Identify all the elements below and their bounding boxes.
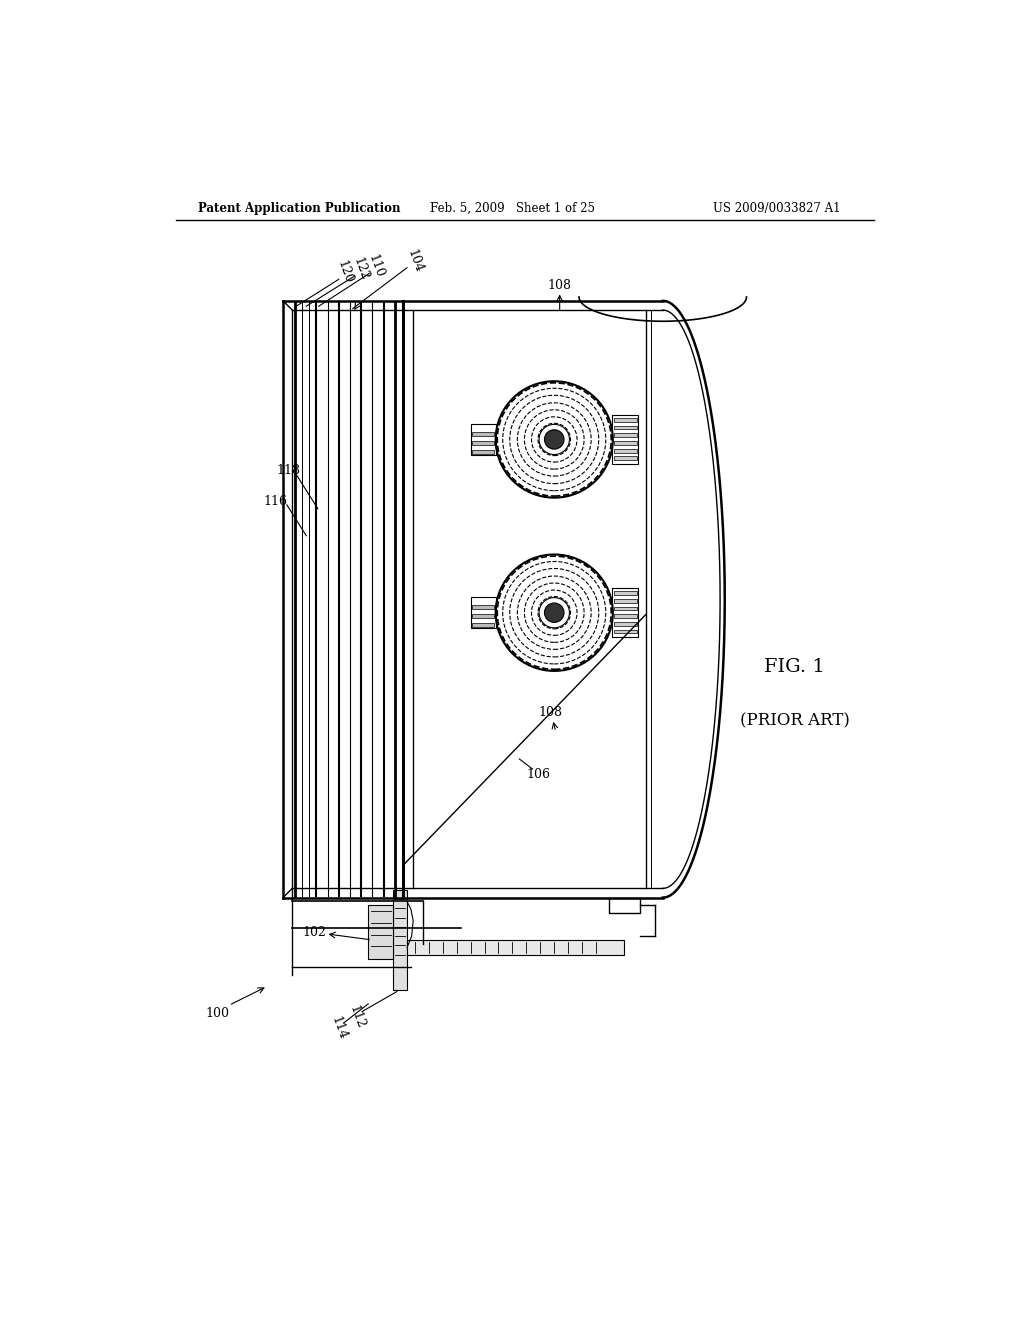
Text: (PRIOR ART): (PRIOR ART)	[739, 711, 850, 729]
Bar	[613, 630, 637, 634]
Bar	[471, 598, 496, 628]
Text: 104: 104	[404, 247, 425, 275]
Bar	[472, 450, 495, 454]
Bar	[472, 605, 495, 609]
Text: 102: 102	[302, 925, 326, 939]
Ellipse shape	[545, 430, 564, 449]
Bar	[613, 433, 637, 437]
Bar	[369, 906, 393, 960]
Text: 100: 100	[205, 1007, 229, 1019]
Bar	[393, 890, 407, 990]
Bar	[608, 898, 640, 913]
Text: 108: 108	[539, 706, 562, 719]
Text: 118: 118	[276, 463, 300, 477]
Bar	[472, 441, 495, 445]
Bar	[471, 424, 496, 455]
Bar	[612, 589, 638, 638]
Text: US 2009/0033827 A1: US 2009/0033827 A1	[713, 202, 841, 215]
Text: FIG. 1: FIG. 1	[764, 657, 825, 676]
Ellipse shape	[545, 603, 564, 623]
Bar	[612, 414, 638, 465]
Text: 106: 106	[526, 768, 551, 781]
Text: Patent Application Publication: Patent Application Publication	[198, 202, 400, 215]
Bar	[472, 432, 495, 436]
Bar	[613, 599, 637, 603]
Bar	[613, 418, 637, 422]
Bar	[407, 940, 624, 956]
Text: 116: 116	[263, 495, 288, 508]
Bar	[472, 623, 495, 627]
Text: 120: 120	[335, 259, 355, 286]
Bar	[613, 425, 637, 429]
Text: 122: 122	[350, 255, 371, 282]
Bar	[613, 449, 637, 453]
Bar	[613, 614, 637, 618]
Text: 112: 112	[346, 1003, 367, 1031]
Text: Feb. 5, 2009   Sheet 1 of 25: Feb. 5, 2009 Sheet 1 of 25	[430, 202, 595, 215]
Bar	[472, 614, 495, 618]
Text: 110: 110	[366, 252, 386, 280]
Text: 114: 114	[329, 1015, 349, 1041]
Text: 108: 108	[548, 279, 571, 292]
Bar	[613, 591, 637, 595]
Bar	[613, 622, 637, 626]
Bar	[613, 457, 637, 461]
Bar	[613, 441, 637, 445]
Bar	[613, 607, 637, 610]
